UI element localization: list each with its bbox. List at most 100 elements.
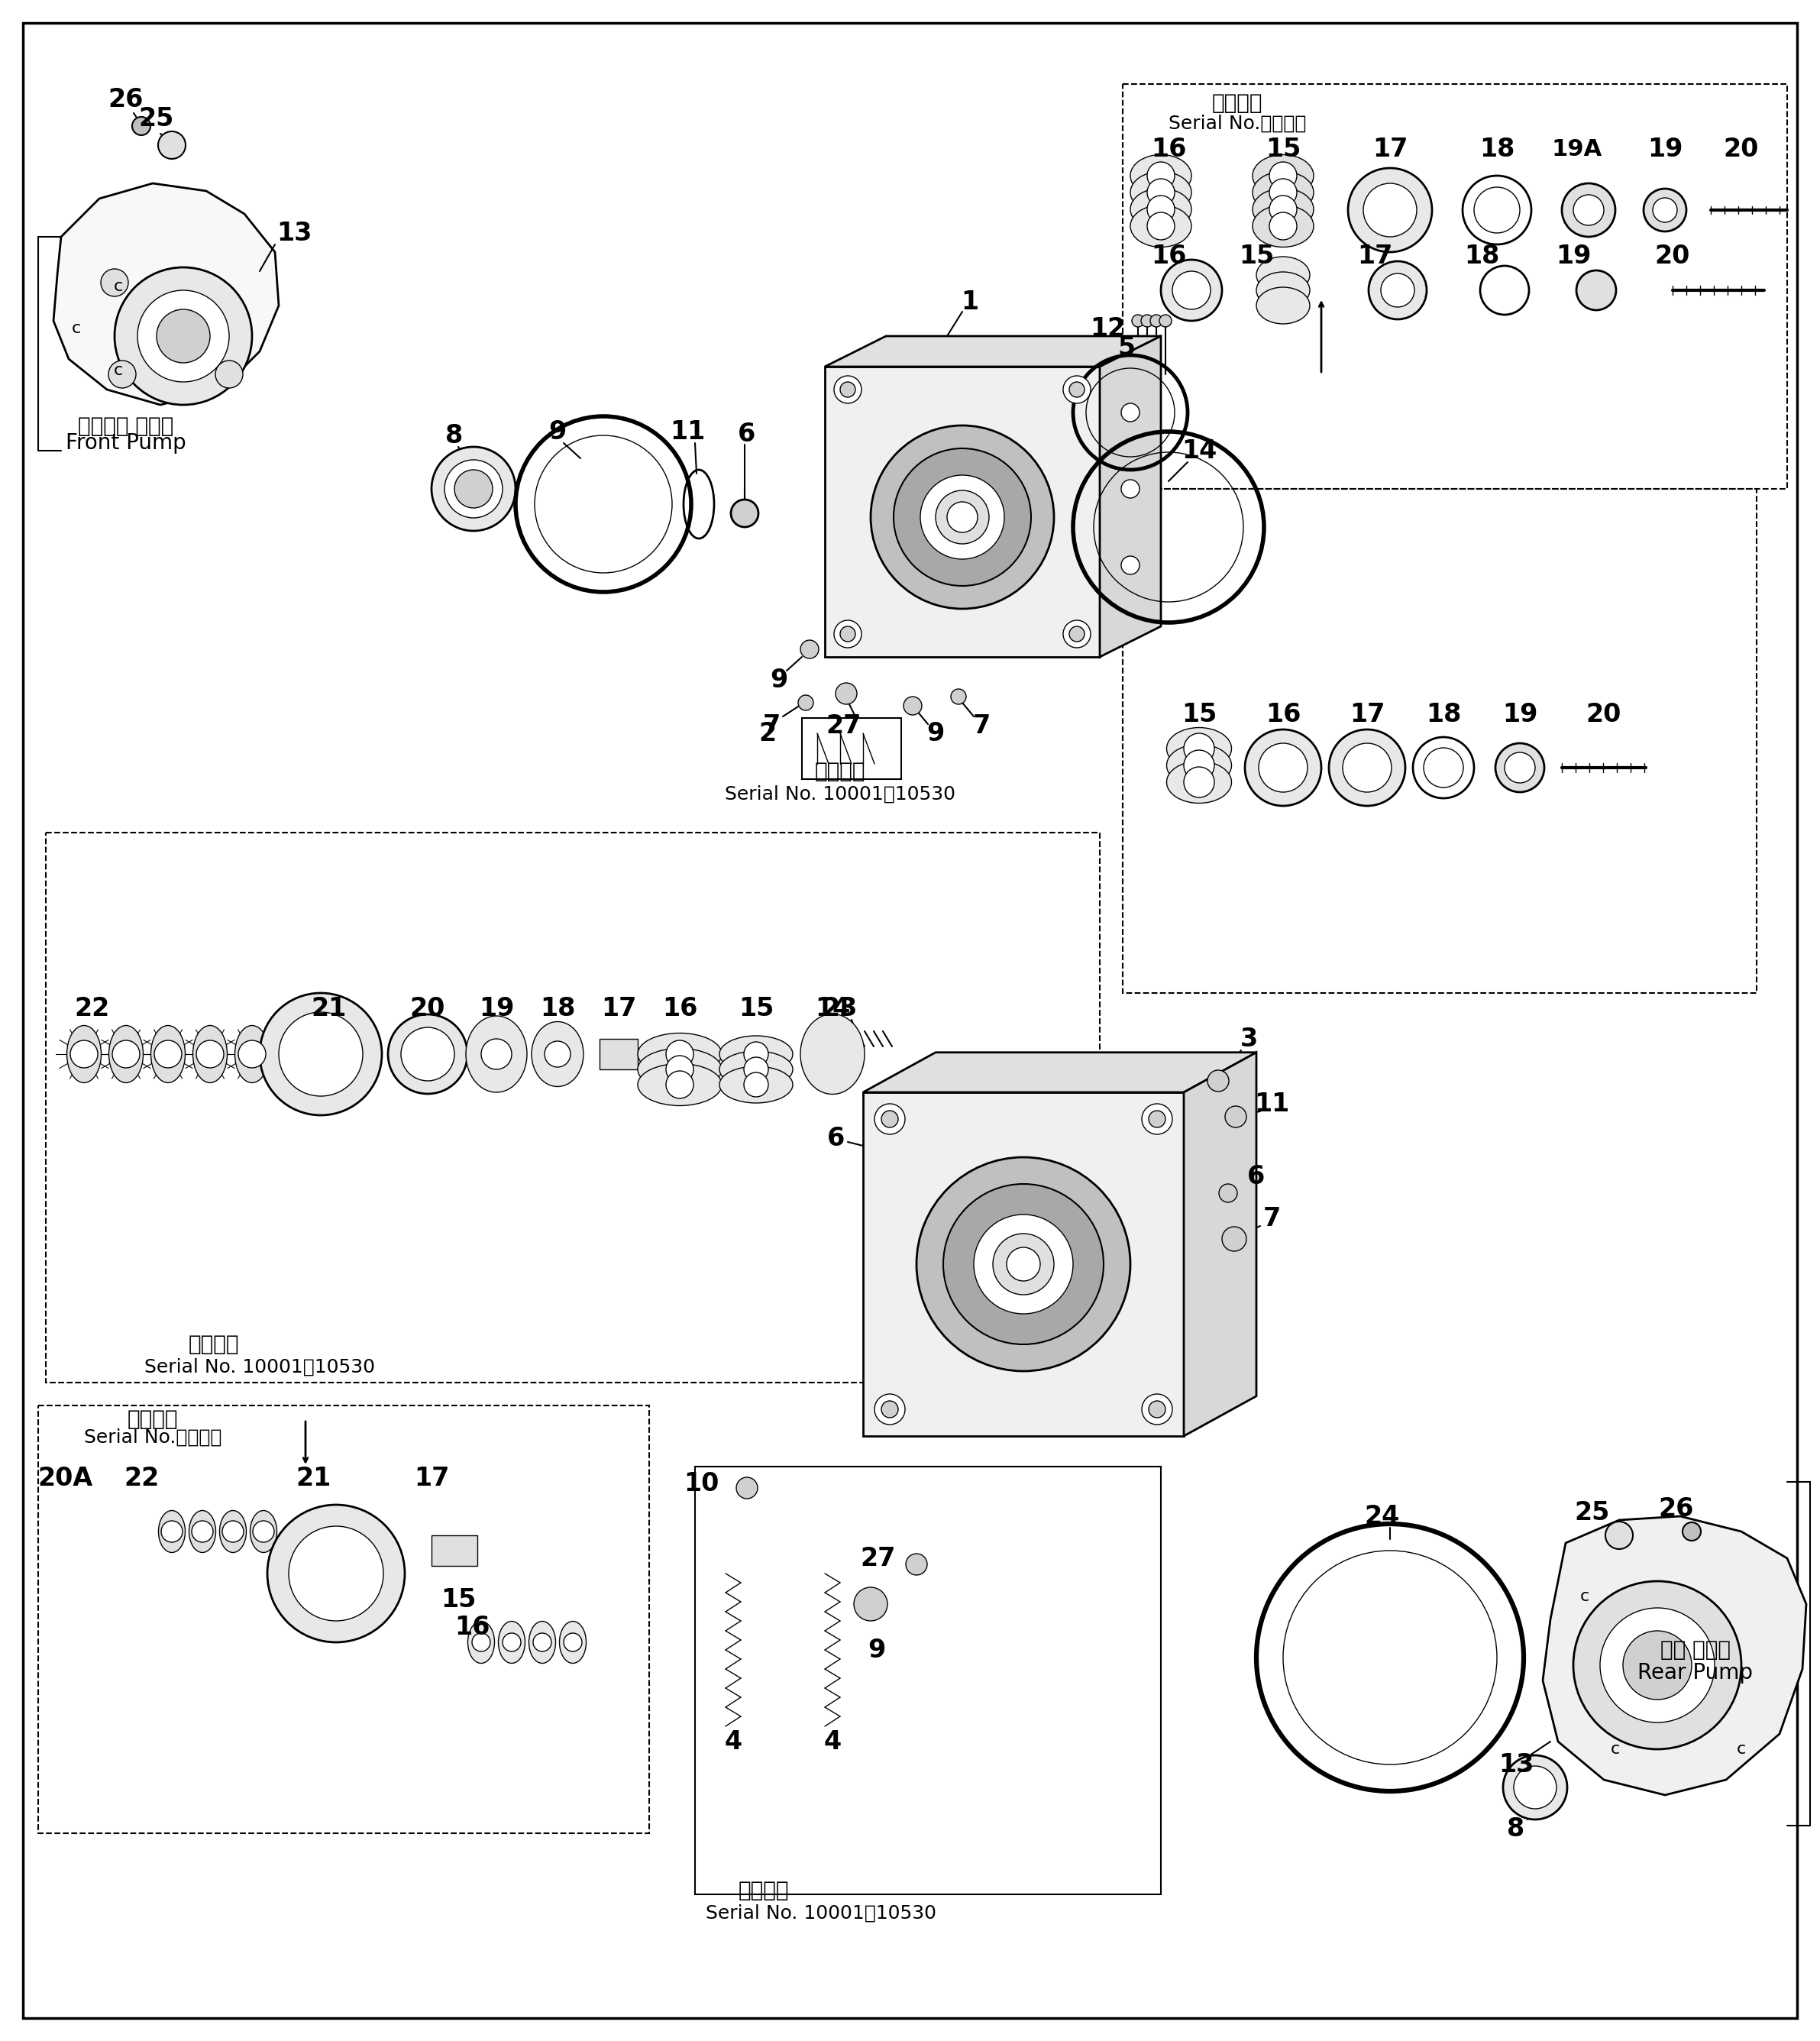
Circle shape [480, 1039, 511, 1069]
Circle shape [444, 459, 502, 518]
Text: 15: 15 [1181, 702, 1218, 727]
Circle shape [138, 290, 229, 382]
Ellipse shape [719, 1051, 794, 1088]
Circle shape [841, 382, 855, 398]
Circle shape [801, 641, 819, 659]
Text: 18: 18 [1480, 137, 1514, 161]
Text: 24: 24 [1365, 1504, 1400, 1529]
Circle shape [1576, 269, 1616, 310]
Circle shape [109, 361, 136, 388]
Circle shape [994, 1233, 1054, 1294]
Text: 16: 16 [455, 1614, 490, 1639]
Text: 6: 6 [739, 420, 755, 447]
Text: Serial No.　・　～: Serial No. ・ ～ [1168, 114, 1307, 133]
Ellipse shape [1252, 204, 1314, 247]
Circle shape [881, 1400, 897, 1418]
Text: 12: 12 [1090, 316, 1125, 341]
Circle shape [544, 1041, 570, 1067]
Ellipse shape [1130, 155, 1192, 196]
Circle shape [881, 1110, 897, 1127]
Ellipse shape [466, 1016, 528, 1092]
Text: Front Pump: Front Pump [66, 433, 186, 453]
Text: 8: 8 [446, 422, 464, 447]
Circle shape [906, 1553, 926, 1576]
Circle shape [1503, 1755, 1567, 1819]
Text: フロント ポンプ: フロント ポンプ [78, 416, 175, 437]
Ellipse shape [1252, 171, 1314, 214]
Text: 適用号機: 適用号機 [739, 1880, 790, 1902]
Circle shape [157, 310, 209, 363]
Circle shape [100, 269, 127, 296]
Text: 27: 27 [826, 712, 861, 739]
Circle shape [1369, 261, 1427, 318]
Circle shape [1269, 196, 1298, 222]
Text: 26: 26 [1658, 1496, 1694, 1521]
Polygon shape [599, 1039, 637, 1069]
Ellipse shape [220, 1510, 246, 1553]
Circle shape [564, 1633, 582, 1651]
Text: 16: 16 [662, 996, 697, 1020]
Text: 13: 13 [1498, 1751, 1534, 1778]
Circle shape [921, 476, 1005, 559]
Ellipse shape [637, 1033, 723, 1076]
Circle shape [115, 267, 251, 404]
Text: 6: 6 [828, 1125, 844, 1151]
Ellipse shape [109, 1025, 144, 1084]
Circle shape [1147, 212, 1174, 241]
Circle shape [1068, 627, 1085, 641]
Text: 7: 7 [972, 712, 990, 739]
Circle shape [268, 1504, 404, 1643]
Circle shape [1172, 271, 1210, 310]
Circle shape [400, 1027, 455, 1082]
Circle shape [289, 1527, 384, 1621]
Circle shape [874, 1394, 905, 1425]
Circle shape [1269, 212, 1298, 241]
Circle shape [1496, 743, 1545, 792]
Circle shape [1269, 161, 1298, 190]
Circle shape [1183, 751, 1214, 780]
Circle shape [502, 1633, 521, 1651]
Circle shape [744, 1057, 768, 1082]
Ellipse shape [189, 1510, 217, 1553]
Text: 14: 14 [815, 996, 850, 1020]
Ellipse shape [468, 1621, 495, 1663]
Circle shape [1572, 1582, 1742, 1749]
Circle shape [1329, 729, 1405, 806]
Circle shape [238, 1041, 266, 1067]
Text: 14: 14 [1181, 439, 1218, 463]
Text: 適用号機: 適用号機 [815, 761, 866, 782]
Circle shape [191, 1521, 213, 1543]
Circle shape [1150, 314, 1163, 327]
Ellipse shape [1130, 204, 1192, 247]
Text: Serial No. 10001～10530: Serial No. 10001～10530 [724, 786, 956, 804]
Circle shape [1219, 1184, 1238, 1202]
Ellipse shape [1167, 727, 1232, 769]
Circle shape [455, 469, 493, 508]
Circle shape [1063, 620, 1090, 647]
Text: 18: 18 [1425, 702, 1461, 727]
Ellipse shape [151, 1025, 186, 1084]
Circle shape [1159, 314, 1172, 327]
Ellipse shape [1167, 745, 1232, 786]
Circle shape [471, 1633, 490, 1651]
Ellipse shape [530, 1621, 555, 1663]
Ellipse shape [235, 1025, 269, 1084]
Text: 17: 17 [1372, 137, 1407, 161]
Circle shape [253, 1521, 275, 1543]
Circle shape [1183, 733, 1214, 763]
Text: c: c [113, 363, 124, 378]
Text: 25: 25 [138, 106, 175, 131]
Circle shape [834, 620, 861, 647]
Polygon shape [1543, 1516, 1805, 1794]
Circle shape [946, 502, 977, 533]
Circle shape [1643, 188, 1687, 231]
Text: 15: 15 [1239, 243, 1274, 269]
Circle shape [1605, 1523, 1633, 1549]
Text: 19A: 19A [1552, 139, 1602, 159]
Circle shape [1225, 1106, 1247, 1127]
Polygon shape [1183, 1053, 1256, 1437]
Polygon shape [431, 1535, 477, 1565]
Circle shape [1245, 729, 1321, 806]
Circle shape [1161, 259, 1221, 320]
Text: 17: 17 [601, 996, 637, 1020]
